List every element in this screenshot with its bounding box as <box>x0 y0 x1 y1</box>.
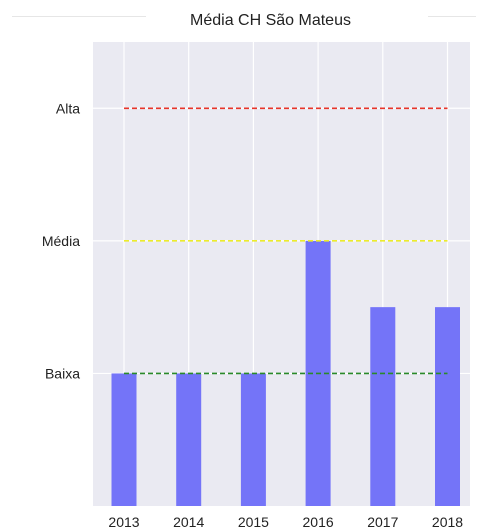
y-tick-label: Baixa <box>45 365 80 381</box>
x-tick-label: 2013 <box>108 514 139 530</box>
bar-2018 <box>435 307 460 506</box>
chart-title: Média CH São Mateus <box>190 12 351 29</box>
reference-lines <box>124 107 448 375</box>
bar-2015 <box>240 373 266 506</box>
x-tick-label: 2016 <box>303 514 334 530</box>
x-tick-label: 2014 <box>173 514 204 530</box>
x-tick-label: 2015 <box>238 514 269 530</box>
title-rule-left <box>12 16 146 17</box>
x-tick-label: 2018 <box>432 514 463 530</box>
bar-2014 <box>176 373 202 506</box>
plot-background <box>93 42 470 506</box>
x-tick-labels: 2013 2014 2015 2016 2017 2018 <box>108 514 463 530</box>
bar-2017 <box>370 307 396 506</box>
y-tick-label: Alta <box>56 100 80 116</box>
title-rule-right <box>428 16 476 17</box>
x-tick-label: 2017 <box>367 514 398 530</box>
bar-2013 <box>111 373 137 506</box>
y-tick-labels: Baixa Média Alta <box>42 100 80 381</box>
y-tick-label: Média <box>42 233 80 249</box>
